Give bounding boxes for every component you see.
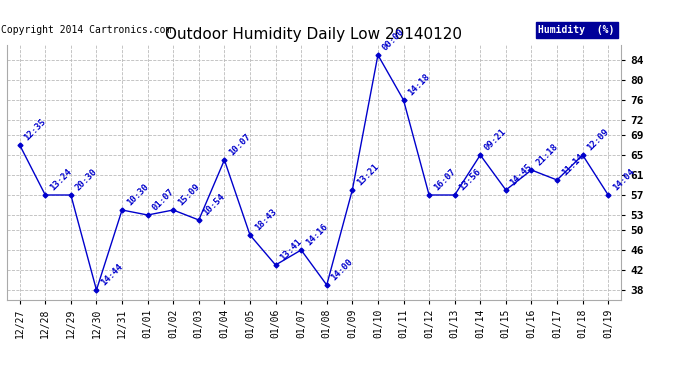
- Text: 14:45: 14:45: [509, 162, 534, 187]
- Text: 15:09: 15:09: [176, 182, 201, 207]
- Text: 13:21: 13:21: [355, 162, 380, 187]
- Text: 13:24: 13:24: [48, 167, 73, 192]
- Text: 14:16: 14:16: [304, 222, 329, 247]
- Text: Copyright 2014 Cartronics.com: Copyright 2014 Cartronics.com: [1, 25, 171, 35]
- Text: 12:09: 12:09: [585, 127, 611, 152]
- Text: Humidity  (%): Humidity (%): [538, 25, 615, 35]
- Text: 21:18: 21:18: [534, 142, 560, 167]
- Text: 12:35: 12:35: [23, 117, 48, 142]
- Text: 01:07: 01:07: [150, 187, 176, 212]
- Text: 09:21: 09:21: [483, 127, 509, 152]
- Text: 13:56: 13:56: [457, 167, 483, 192]
- Text: 10:07: 10:07: [227, 132, 253, 157]
- Text: 18:43: 18:43: [253, 207, 278, 232]
- Text: 16:07: 16:07: [432, 167, 457, 192]
- Text: 10:54: 10:54: [201, 192, 227, 217]
- Text: 00:00: 00:00: [381, 27, 406, 52]
- Title: Outdoor Humidity Daily Low 20140120: Outdoor Humidity Daily Low 20140120: [166, 27, 462, 42]
- Text: 10:30: 10:30: [125, 182, 150, 207]
- Text: 13:41: 13:41: [278, 237, 304, 262]
- Text: 14:18: 14:18: [406, 72, 432, 97]
- Text: 14:04: 14:04: [611, 167, 636, 192]
- Text: 20:30: 20:30: [74, 167, 99, 192]
- Text: 14:44: 14:44: [99, 262, 125, 287]
- Text: 11:14: 11:14: [560, 152, 585, 177]
- Text: 14:00: 14:00: [330, 257, 355, 282]
